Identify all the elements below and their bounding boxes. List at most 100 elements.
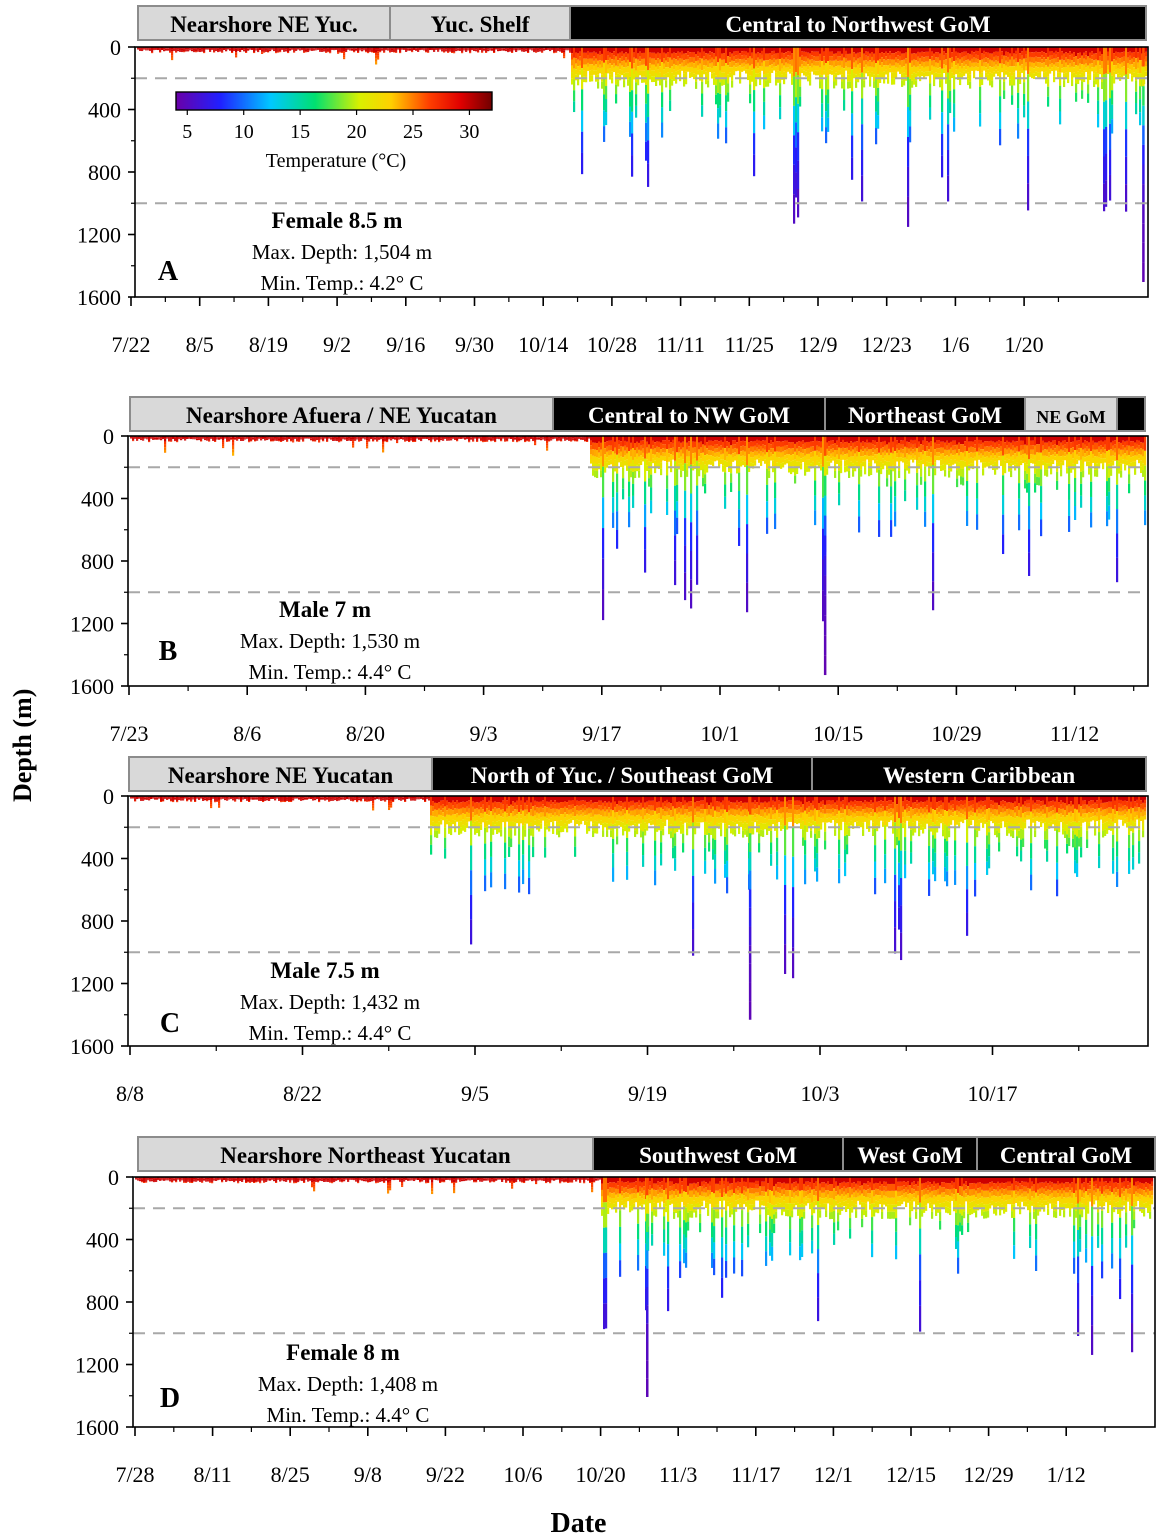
dive-segment bbox=[177, 50, 180, 52]
dive-segment bbox=[1059, 111, 1062, 125]
dive-segment bbox=[683, 47, 686, 54]
dive-segment bbox=[951, 67, 954, 73]
dive-segment bbox=[748, 466, 751, 473]
dive-segment bbox=[154, 437, 157, 439]
dive-segment bbox=[258, 437, 261, 438]
dive-segment bbox=[881, 47, 884, 53]
dive-segment bbox=[1031, 47, 1034, 53]
dive-segment bbox=[330, 436, 333, 438]
dive-segment bbox=[507, 48, 510, 50]
dive-segment bbox=[444, 437, 447, 439]
dive-segment bbox=[667, 67, 670, 73]
dive-segment bbox=[142, 437, 145, 439]
dive-segment bbox=[875, 95, 878, 112]
dive-segment bbox=[468, 440, 471, 442]
dive-segment bbox=[887, 59, 890, 66]
dive-segment bbox=[515, 51, 518, 53]
dive-segment bbox=[1135, 91, 1138, 103]
dive-segment bbox=[338, 438, 341, 440]
dive-segment bbox=[807, 47, 810, 53]
dive-segment bbox=[587, 54, 590, 59]
dive-segment bbox=[589, 64, 592, 71]
dive-segment bbox=[579, 65, 582, 71]
dive-segment bbox=[198, 438, 201, 439]
dive-segment bbox=[738, 454, 741, 473]
dive-segment bbox=[507, 51, 510, 53]
dive-segment bbox=[911, 74, 914, 81]
dive-segment bbox=[628, 496, 631, 513]
dive-segment bbox=[1111, 75, 1114, 91]
dive-segment bbox=[208, 438, 211, 440]
dive-segment bbox=[340, 438, 343, 440]
dive-segment bbox=[741, 59, 744, 64]
dive-segment bbox=[603, 126, 606, 142]
dive-segment bbox=[1089, 63, 1092, 69]
dive-segment bbox=[319, 47, 322, 49]
dive-segment bbox=[811, 51, 814, 56]
dive-segment bbox=[544, 439, 547, 441]
dive-segment bbox=[441, 47, 444, 49]
dive-segment bbox=[857, 76, 860, 83]
dive-segment bbox=[1131, 75, 1134, 82]
dive-segment bbox=[154, 437, 157, 438]
dive-segment bbox=[746, 553, 749, 583]
dive-segment bbox=[833, 60, 836, 68]
dive-segment bbox=[425, 49, 428, 51]
dive-segment bbox=[254, 440, 257, 442]
dive-segment bbox=[367, 50, 370, 52]
dive-segment bbox=[380, 437, 383, 438]
dive-segment bbox=[841, 81, 844, 89]
dive-segment bbox=[567, 49, 570, 50]
dive-segment bbox=[734, 452, 737, 457]
dive-segment bbox=[1015, 47, 1018, 51]
dive-segment bbox=[193, 49, 196, 51]
dive-segment bbox=[1065, 72, 1068, 79]
dive-segment bbox=[1137, 67, 1140, 74]
dive-segment bbox=[368, 438, 371, 440]
dive-segment bbox=[662, 440, 665, 445]
dive-segment bbox=[977, 67, 980, 72]
dive-segment bbox=[354, 436, 357, 438]
dive-segment bbox=[235, 47, 238, 49]
dive-segment bbox=[504, 439, 507, 441]
dive-segment bbox=[153, 48, 156, 49]
dive-segment bbox=[624, 440, 627, 446]
dive-segment bbox=[1059, 59, 1062, 73]
dive-segment bbox=[296, 440, 299, 442]
dive-segment bbox=[176, 438, 179, 440]
dive-segment bbox=[224, 437, 227, 439]
dive-segment bbox=[541, 48, 544, 50]
dive-segment bbox=[468, 438, 471, 440]
dive-segment bbox=[293, 49, 296, 51]
dive-segment bbox=[599, 60, 602, 65]
dive-segment bbox=[698, 449, 701, 457]
max-depth-dive bbox=[1142, 164, 1145, 185]
dive-segment bbox=[309, 47, 312, 49]
dive-segment bbox=[420, 436, 423, 438]
dive-segment bbox=[879, 59, 882, 66]
dive-segment bbox=[298, 438, 301, 440]
dive-segment bbox=[913, 53, 916, 60]
dive-segment bbox=[746, 582, 749, 613]
dive-segment bbox=[1137, 62, 1140, 68]
dive-segment bbox=[431, 49, 434, 51]
dive-segment bbox=[360, 437, 363, 439]
dive-segment bbox=[279, 47, 282, 49]
dive-segment bbox=[382, 449, 385, 453]
dive-segment bbox=[1069, 47, 1072, 52]
dive-segment bbox=[897, 47, 900, 52]
dive-segment bbox=[725, 79, 728, 96]
dive-segment bbox=[787, 47, 790, 52]
dive-segment bbox=[595, 47, 598, 53]
dive-segment bbox=[577, 78, 580, 86]
dive-segment bbox=[1145, 47, 1148, 52]
dive-segment bbox=[342, 437, 345, 439]
dive-segment bbox=[212, 440, 215, 441]
dive-segment bbox=[951, 47, 954, 53]
dive-segment bbox=[274, 436, 277, 438]
dive-segment bbox=[941, 47, 944, 69]
dive-segment bbox=[203, 49, 206, 51]
dive-segment bbox=[636, 447, 639, 454]
dive-segment bbox=[563, 47, 566, 49]
dive-segment bbox=[596, 471, 599, 479]
